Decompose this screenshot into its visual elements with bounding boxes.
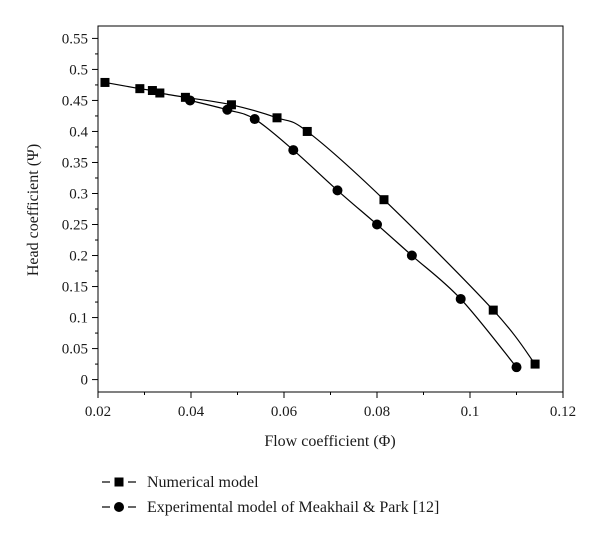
x-axis-label: Flow coefficient (Φ) bbox=[264, 433, 395, 450]
data-point bbox=[332, 185, 343, 196]
data-point bbox=[288, 145, 299, 156]
y-tick-label: 0.05 bbox=[62, 342, 88, 358]
series-line bbox=[189, 99, 517, 368]
data-point bbox=[372, 219, 382, 230]
y-tick-label: 0.2 bbox=[69, 249, 88, 265]
series-line bbox=[104, 81, 536, 365]
y-tick-label: 0.15 bbox=[62, 280, 88, 296]
legend-marker bbox=[114, 502, 124, 512]
data-point bbox=[272, 113, 282, 123]
x-tick-label: 0.06 bbox=[271, 404, 298, 420]
data-point bbox=[135, 84, 145, 94]
y-axis: 0 0.05 0.1 0.15 0.2 0.25 0.3 0.35 0.4 0.45 0.5 0.55 bbox=[62, 31, 98, 389]
x-tick-label: 0.08 bbox=[364, 404, 390, 420]
series-layer bbox=[100, 77, 540, 373]
data-point bbox=[249, 114, 260, 125]
legend-item: Numerical model bbox=[102, 474, 259, 491]
data-point bbox=[185, 95, 196, 106]
x-axis: 0.02 0.04 0.06 0.08 0.1 0.12 bbox=[85, 392, 576, 420]
y-tick-label: 0.45 bbox=[62, 93, 88, 109]
y-tick-label: 0.25 bbox=[62, 218, 88, 234]
y-tick-label: 0 bbox=[81, 373, 89, 389]
y-tick-label: 0.3 bbox=[69, 186, 88, 202]
data-point bbox=[180, 92, 190, 102]
x-tick-label: 0.12 bbox=[550, 404, 576, 420]
data-point bbox=[488, 305, 498, 315]
series-experimental bbox=[185, 95, 522, 373]
data-point bbox=[302, 126, 312, 136]
series-numerical bbox=[100, 77, 540, 369]
legend-item: Experimental model of Meakhail & Park [1… bbox=[102, 499, 439, 516]
data-point bbox=[379, 195, 389, 205]
legend-marker bbox=[114, 477, 124, 487]
legend-label: Numerical model bbox=[147, 474, 259, 491]
y-tick-label: 0.5 bbox=[69, 62, 88, 78]
data-point bbox=[226, 100, 236, 110]
data-point bbox=[155, 88, 165, 98]
y-tick-label: 0.4 bbox=[69, 124, 88, 140]
y-axis-label: Head coefficient (Ψ) bbox=[25, 144, 42, 276]
y-tick-label: 0.35 bbox=[62, 155, 88, 171]
data-point bbox=[100, 77, 110, 87]
x-tick-label: 0.1 bbox=[461, 404, 480, 420]
x-tick-label: 0.04 bbox=[178, 404, 205, 420]
legend-label: Experimental model of Meakhail & Park [1… bbox=[147, 499, 439, 516]
data-point bbox=[511, 362, 522, 373]
data-point bbox=[455, 293, 466, 304]
y-tick-label: 0.55 bbox=[62, 31, 88, 47]
y-tick-label: 0.1 bbox=[69, 311, 88, 327]
data-point bbox=[147, 86, 157, 96]
legend: Numerical model Experimental model of Mea… bbox=[102, 474, 439, 516]
data-point bbox=[406, 250, 417, 261]
x-tick-label: 0.02 bbox=[85, 404, 111, 420]
data-point bbox=[530, 359, 540, 369]
data-point bbox=[222, 104, 233, 115]
